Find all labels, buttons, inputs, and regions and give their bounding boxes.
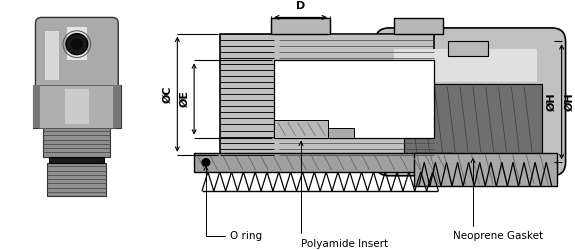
Bar xyxy=(414,153,557,186)
Circle shape xyxy=(66,34,88,54)
Bar xyxy=(394,18,443,34)
Text: D: D xyxy=(296,1,305,11)
Bar xyxy=(49,157,105,163)
Bar xyxy=(194,153,453,172)
FancyBboxPatch shape xyxy=(36,18,118,96)
Bar xyxy=(274,60,434,138)
Text: ØH: ØH xyxy=(565,92,574,111)
Bar xyxy=(404,84,542,155)
Circle shape xyxy=(71,38,83,50)
Bar xyxy=(65,89,89,124)
Text: Neoprene Gasket: Neoprene Gasket xyxy=(453,159,543,241)
Bar xyxy=(47,163,106,196)
Bar xyxy=(43,128,110,157)
Bar xyxy=(33,85,121,128)
Text: ØE: ØE xyxy=(179,90,189,108)
Bar xyxy=(271,18,330,34)
Bar xyxy=(394,49,537,82)
Text: ØH: ØH xyxy=(547,92,557,111)
Bar xyxy=(33,85,40,128)
FancyBboxPatch shape xyxy=(375,28,566,176)
Bar xyxy=(448,41,488,56)
Bar xyxy=(113,85,121,128)
Text: Polyamide Insert: Polyamide Insert xyxy=(299,142,389,249)
Text: ØC: ØC xyxy=(162,86,172,103)
Bar xyxy=(45,31,59,80)
Bar xyxy=(39,85,115,128)
Bar xyxy=(67,27,87,60)
Bar xyxy=(274,128,354,138)
Bar xyxy=(220,34,434,155)
Text: O ring: O ring xyxy=(204,166,262,241)
Bar xyxy=(274,120,328,138)
Circle shape xyxy=(202,158,210,166)
